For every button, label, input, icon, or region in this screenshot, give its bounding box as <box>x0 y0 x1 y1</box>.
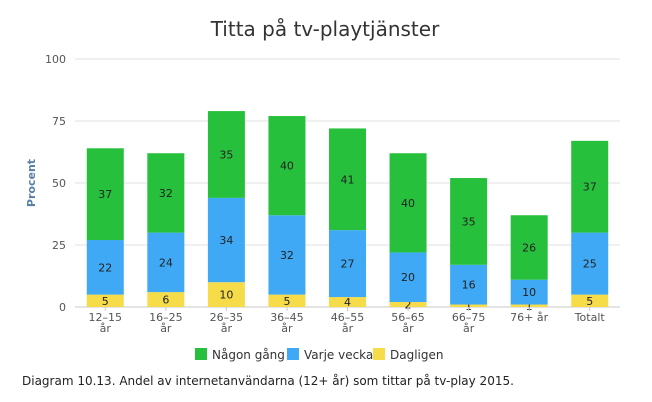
data-label: 5 <box>102 295 109 308</box>
x-tick-label: 46–55 <box>331 311 365 324</box>
data-label: 32 <box>280 249 294 262</box>
legend-swatch <box>373 348 385 360</box>
data-label: 27 <box>341 258 355 271</box>
x-tick-label: Totalt <box>574 311 606 324</box>
bar-segment <box>147 232 185 293</box>
bar-segment <box>86 148 124 241</box>
legend-label: Någon gång <box>212 348 285 362</box>
data-label: 37 <box>98 188 112 201</box>
bar-segment <box>389 153 427 253</box>
x-axis-ticks: 12–15år16–25år26–35år36–45år46–55år56–65… <box>89 307 606 335</box>
x-tick-label: år <box>463 322 475 335</box>
data-label: 24 <box>159 256 173 269</box>
bar-segment <box>389 302 427 307</box>
data-label: 10 <box>219 289 233 302</box>
bar-segment <box>268 294 306 307</box>
data-label: 35 <box>219 148 233 161</box>
bar-segment <box>207 111 245 198</box>
bar-segment <box>571 232 609 295</box>
y-tick-label: 50 <box>52 177 66 190</box>
data-label: 2 <box>405 299 412 312</box>
bar-segment <box>510 304 548 307</box>
x-tick-label: år <box>160 322 172 335</box>
data-label: 5 <box>283 295 290 308</box>
chart-title: Titta på tv-playtjänster <box>210 17 440 41</box>
legend-swatch <box>287 348 299 360</box>
y-axis-ticks: 0 25 50 75 100 <box>45 53 66 314</box>
data-label: 22 <box>98 261 112 274</box>
data-label: 1 <box>465 300 472 313</box>
data-label: 16 <box>462 279 476 292</box>
data-label: 32 <box>159 187 173 200</box>
data-label: 37 <box>583 181 597 194</box>
x-tick-label: 12–15 <box>89 311 123 324</box>
bar-segment <box>147 153 185 233</box>
bar-segment <box>389 252 427 303</box>
bars: 5223762432103435532404274122040116351102… <box>86 111 609 313</box>
data-label: 10 <box>522 286 536 299</box>
x-tick-label: år <box>402 322 414 335</box>
x-tick-label: år <box>221 322 233 335</box>
data-label: 40 <box>401 197 415 210</box>
bar-segment <box>268 116 306 216</box>
y-tick-label: 25 <box>52 239 66 252</box>
bar-segment <box>450 264 488 305</box>
x-tick-label: 26–35 <box>210 311 244 324</box>
legend-swatch <box>195 348 207 360</box>
x-tick-label: år <box>342 322 354 335</box>
legend-label: Varje vecka <box>304 348 373 362</box>
bar-segment <box>571 294 609 307</box>
data-label: 25 <box>583 258 597 271</box>
data-label: 34 <box>219 234 233 247</box>
bar-segment <box>207 197 245 283</box>
data-label: 6 <box>162 294 169 307</box>
y-tick-label: 100 <box>45 53 66 66</box>
data-label: 35 <box>462 215 476 228</box>
bar-segment <box>268 215 306 295</box>
bar-segment <box>86 240 124 295</box>
bar-segment <box>450 178 488 265</box>
x-tick-label: 36–45 <box>270 311 304 324</box>
data-label: 4 <box>344 296 351 309</box>
data-label: 26 <box>522 241 536 254</box>
data-label: 20 <box>401 271 415 284</box>
y-tick-label: 0 <box>59 301 66 314</box>
x-tick-label: 56–65 <box>391 311 425 324</box>
y-axis-label: Procent <box>25 159 38 207</box>
legend-label: Dagligen <box>390 348 443 362</box>
x-tick-label: år <box>100 322 112 335</box>
bar-segment <box>510 215 548 280</box>
bar-segment <box>329 230 366 298</box>
x-tick-label: 16–25 <box>149 311 183 324</box>
x-tick-label: år <box>281 322 293 335</box>
x-tick-label: 66–75 <box>452 311 486 324</box>
x-tick-label: 76+ år <box>510 311 548 324</box>
figure-caption: Diagram 10.13. Andel av internetanvändar… <box>22 374 514 388</box>
legend: Någon gång Varje vecka Dagligen <box>195 348 443 362</box>
bar-segment <box>329 297 366 307</box>
bar-segment <box>147 292 185 307</box>
bar-segment <box>86 294 124 307</box>
data-label: 5 <box>586 295 593 308</box>
data-label: 40 <box>280 160 294 173</box>
bar-segment <box>571 140 609 233</box>
data-label: 41 <box>341 173 355 186</box>
bar-segment <box>329 128 366 231</box>
bar-segment <box>510 279 548 305</box>
y-tick-label: 75 <box>52 115 66 128</box>
data-label: 1 <box>526 300 533 313</box>
bar-segment <box>207 282 245 307</box>
bar-segment <box>450 304 488 307</box>
